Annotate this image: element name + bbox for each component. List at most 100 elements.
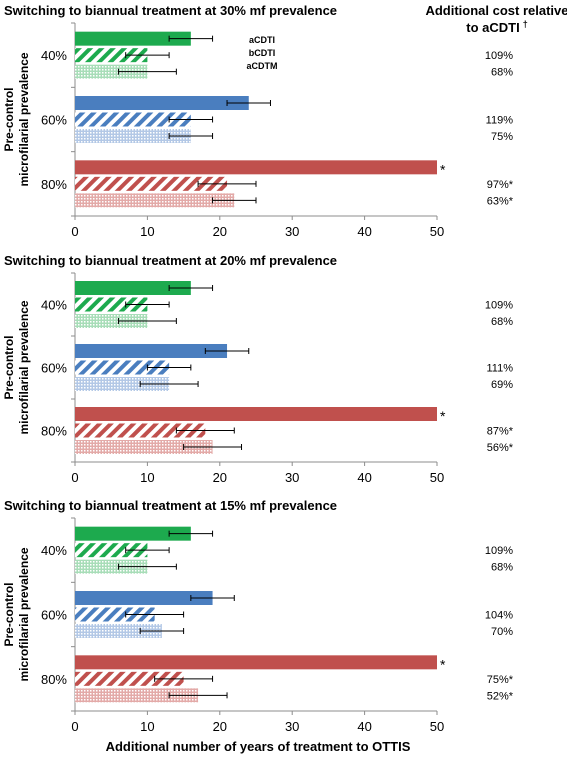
cost-label-acdtm: 75% bbox=[491, 131, 513, 143]
y-axis-label-line2: microfilarial prevalence bbox=[17, 52, 31, 186]
x-tick-label: 30 bbox=[285, 224, 299, 239]
cost-label-acdtm: 56%* bbox=[487, 442, 514, 454]
bar-acdti-80 bbox=[75, 655, 437, 670]
cost-label-bcdti: 104% bbox=[485, 610, 513, 622]
bar-acdti-60 bbox=[75, 344, 228, 358]
legend-acdtm: aCDTM bbox=[247, 61, 278, 71]
bar-acdtm-40 bbox=[75, 559, 148, 574]
bar-acdtm-40 bbox=[75, 64, 148, 79]
bar-acdti-60 bbox=[75, 96, 249, 110]
legend-bcdti: bCDTI bbox=[249, 48, 276, 58]
y-axis-label: Pre-controlmicrofilarial prevalence bbox=[2, 547, 31, 681]
cost-label-bcdti: 111% bbox=[486, 363, 513, 375]
category-label: 60% bbox=[41, 361, 67, 376]
cost-label-bcdti: 97%* bbox=[487, 179, 514, 191]
category-label: 40% bbox=[41, 298, 67, 313]
significance-star: * bbox=[440, 161, 446, 177]
bar-bcdti-80 bbox=[75, 423, 206, 438]
cost-label-bcdti: 109% bbox=[485, 545, 513, 557]
x-tick-label: 30 bbox=[285, 470, 299, 485]
cost-label-acdtm: 52%* bbox=[487, 690, 514, 702]
panel-2: 0 10 20 30 40 50 Pre-controlmicrofilarial prev… bbox=[2, 272, 514, 485]
x-tick-label: 10 bbox=[140, 470, 154, 485]
y-axis-label-line2: microfilarial prevalence bbox=[17, 547, 31, 681]
bar-bcdti-40 bbox=[75, 543, 148, 558]
bar-bcdti-60 bbox=[75, 112, 191, 127]
panel-1-title: Switching to biannual treatment at 30% m… bbox=[4, 3, 337, 18]
bar-bcdti-60 bbox=[75, 607, 155, 622]
cost-label-acdtm: 63%* bbox=[487, 195, 514, 207]
bar-bcdti-60 bbox=[75, 360, 170, 375]
bar-acdti-40 bbox=[75, 281, 191, 295]
x-tick-label: 20 bbox=[213, 470, 227, 485]
x-tick-label: 10 bbox=[140, 719, 154, 734]
x-tick-label: 40 bbox=[357, 224, 371, 239]
bar-acdtm-60 bbox=[75, 129, 191, 143]
legend-acdti: aCDTI bbox=[249, 35, 275, 45]
x-tick-label: 0 bbox=[71, 719, 78, 734]
y-axis-label: Pre-controlmicrofilarial prevalence bbox=[2, 52, 31, 186]
bar-acdti-40 bbox=[75, 526, 191, 541]
bar-bcdti-40 bbox=[75, 297, 148, 312]
cost-label-bcdti: 75%* bbox=[487, 674, 514, 686]
cost-label-acdtm: 68% bbox=[491, 316, 513, 328]
y-axis-label: Pre-controlmicrofilarial prevalence bbox=[2, 300, 31, 434]
y-axis-label-line1: Pre-control bbox=[2, 582, 16, 646]
x-tick-label: 40 bbox=[357, 470, 371, 485]
bar-acdtm-60 bbox=[75, 624, 162, 638]
cost-label-bcdti: 109% bbox=[485, 300, 513, 312]
cost-label-bcdti: 109% bbox=[485, 50, 513, 62]
bar-bcdti-40 bbox=[75, 48, 148, 63]
cost-header-line1: Additional cost relative bbox=[425, 3, 567, 18]
category-label: 60% bbox=[41, 113, 67, 128]
bar-acdti-60 bbox=[75, 591, 213, 605]
bar-acdtm-80 bbox=[75, 440, 213, 454]
x-tick-label: 20 bbox=[213, 224, 227, 239]
y-axis-label-line1: Pre-control bbox=[2, 87, 16, 151]
bar-acdti-80 bbox=[75, 160, 437, 175]
x-tick-label: 10 bbox=[140, 224, 154, 239]
cost-label-bcdti: 119% bbox=[486, 115, 514, 127]
cost-label-acdtm: 69% bbox=[491, 379, 513, 391]
panel-3: 0 10 20 30 40 50 Pre-controlmicrofilarial prev… bbox=[2, 517, 514, 734]
cost-header-line2: to aCDTI † bbox=[466, 19, 527, 35]
category-label: 60% bbox=[41, 608, 67, 623]
category-label: 80% bbox=[41, 672, 67, 687]
category-label: 80% bbox=[41, 424, 67, 439]
category-label: 80% bbox=[41, 177, 67, 192]
cost-label-acdtm: 68% bbox=[491, 562, 513, 574]
x-tick-label: 50 bbox=[430, 224, 444, 239]
category-label: 40% bbox=[41, 48, 67, 63]
bar-bcdti-80 bbox=[75, 671, 184, 686]
panel-2-title: Switching to biannual treatment at 20% m… bbox=[4, 253, 337, 268]
bar-acdti-40 bbox=[75, 31, 191, 46]
x-axis-label: Additional number of years of treatment … bbox=[106, 739, 411, 754]
x-tick-label: 0 bbox=[71, 224, 78, 239]
panel-1: 0 10 20 30 40 50 Pre-controlmicrofilarial prev… bbox=[2, 22, 514, 239]
panel-3-title: Switching to biannual treatment at 15% m… bbox=[4, 498, 337, 513]
category-label: 40% bbox=[41, 543, 67, 558]
x-tick-label: 20 bbox=[213, 719, 227, 734]
cost-label-bcdti: 87%* bbox=[487, 426, 514, 438]
significance-star: * bbox=[440, 408, 446, 424]
x-tick-label: 30 bbox=[285, 719, 299, 734]
bar-bcdti-80 bbox=[75, 176, 228, 191]
bar-acdtm-40 bbox=[75, 314, 148, 328]
cost-header-line2-text: to aCDTI bbox=[466, 20, 519, 35]
cost-header-dagger: † bbox=[523, 19, 528, 29]
y-axis-label-line1: Pre-control bbox=[2, 335, 16, 399]
y-axis-label-line2: microfilarial prevalence bbox=[17, 300, 31, 434]
significance-star: * bbox=[440, 656, 446, 672]
cost-label-acdtm: 68% bbox=[491, 67, 513, 79]
bar-acdtm-80 bbox=[75, 193, 235, 208]
bar-acdtm-80 bbox=[75, 688, 199, 703]
bar-acdti-80 bbox=[75, 407, 437, 421]
x-tick-label: 0 bbox=[71, 470, 78, 485]
cost-label-acdtm: 70% bbox=[491, 626, 513, 638]
x-tick-label: 50 bbox=[430, 719, 444, 734]
x-tick-label: 50 bbox=[430, 470, 444, 485]
x-tick-label: 40 bbox=[357, 719, 371, 734]
bar-acdtm-60 bbox=[75, 377, 170, 391]
